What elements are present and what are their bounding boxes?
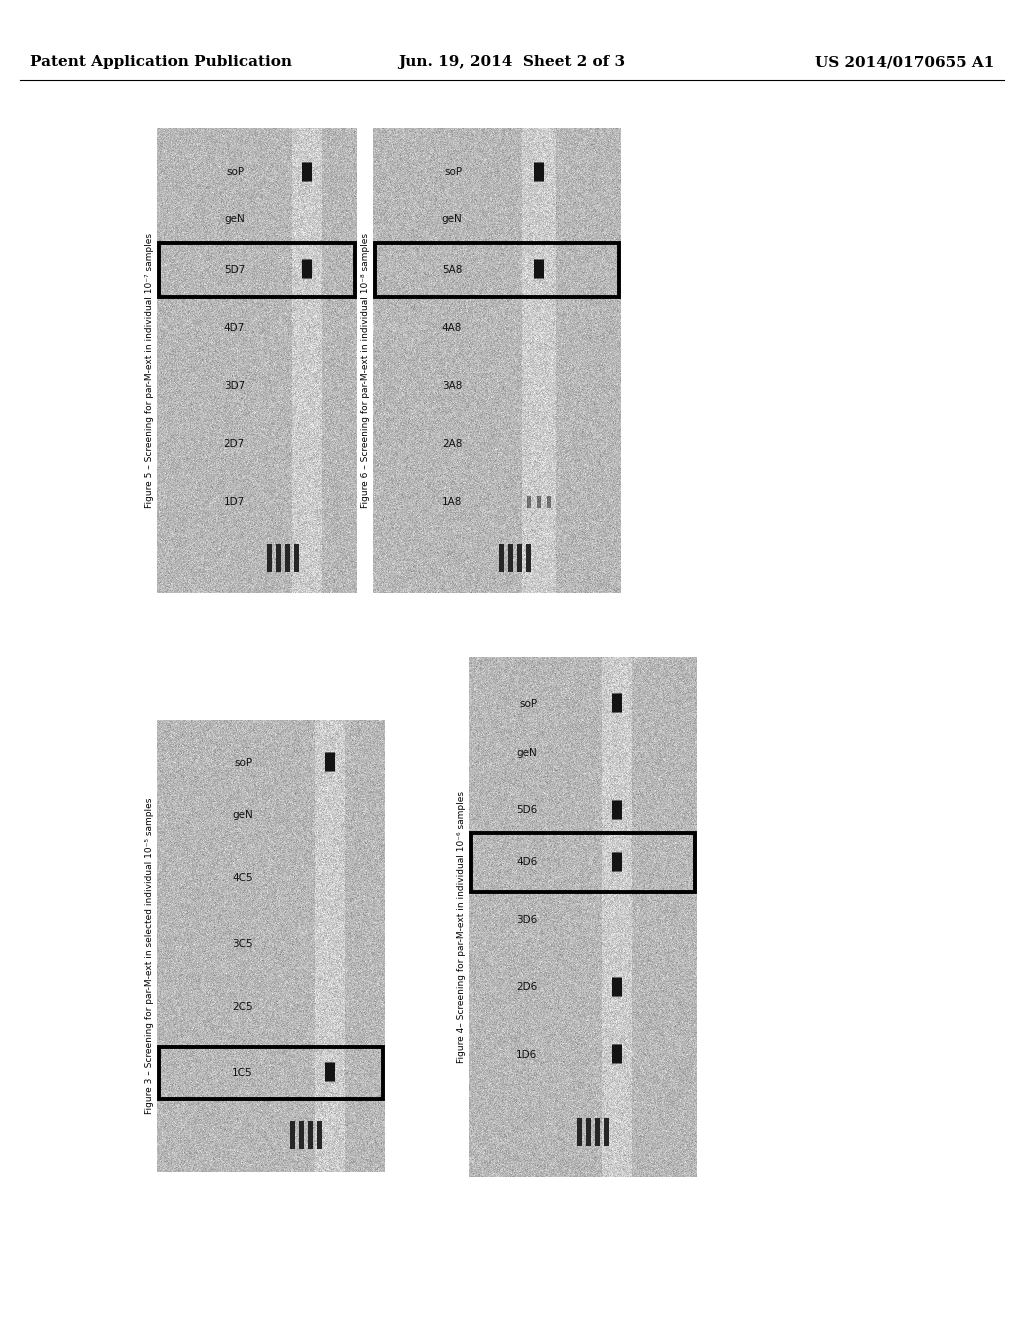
Text: 2C5: 2C5 xyxy=(232,1002,253,1012)
Text: 2A8: 2A8 xyxy=(442,440,462,449)
Text: 5D7: 5D7 xyxy=(224,265,245,275)
Text: 5A8: 5A8 xyxy=(442,265,462,275)
Bar xyxy=(471,833,695,892)
Text: 5D6: 5D6 xyxy=(516,805,538,816)
Text: 4A8: 4A8 xyxy=(442,323,462,333)
Text: 1D6: 1D6 xyxy=(516,1049,538,1060)
Text: 3D7: 3D7 xyxy=(224,381,245,391)
Bar xyxy=(375,243,618,297)
Text: soP: soP xyxy=(444,168,462,177)
Text: 3D6: 3D6 xyxy=(516,915,538,924)
Text: Figure 6 – Screening for par-M-ext in individual 10⁻⁸ samples: Figure 6 – Screening for par-M-ext in in… xyxy=(360,232,370,507)
Text: 4C5: 4C5 xyxy=(232,874,253,883)
Text: Jun. 19, 2014  Sheet 2 of 3: Jun. 19, 2014 Sheet 2 of 3 xyxy=(398,55,626,69)
Bar xyxy=(159,1047,383,1098)
Text: 2D7: 2D7 xyxy=(224,440,245,449)
Text: Figure 5 – Screening for par-M-ext in individual 10⁻⁷ samples: Figure 5 – Screening for par-M-ext in in… xyxy=(145,232,155,507)
Text: geN: geN xyxy=(232,810,253,820)
Text: 3A8: 3A8 xyxy=(442,381,462,391)
Text: soP: soP xyxy=(227,168,245,177)
Text: soP: soP xyxy=(519,698,538,709)
Text: geN: geN xyxy=(224,214,245,223)
Text: 3C5: 3C5 xyxy=(232,939,253,949)
Text: Figure 3 – Screening for par-M-ext in selected individual 10⁻⁵ samples: Figure 3 – Screening for par-M-ext in se… xyxy=(145,797,155,1114)
Text: Patent Application Publication: Patent Application Publication xyxy=(30,55,292,69)
Text: US 2014/0170655 A1: US 2014/0170655 A1 xyxy=(815,55,994,69)
Text: 1D7: 1D7 xyxy=(224,498,245,507)
Text: 4D6: 4D6 xyxy=(516,858,538,867)
Text: Figure 4– Screening for par-M-ext in individual 10⁻⁶ samples: Figure 4– Screening for par-M-ext in ind… xyxy=(458,791,467,1063)
Text: geN: geN xyxy=(517,748,538,758)
Bar xyxy=(159,243,355,297)
Text: soP: soP xyxy=(234,758,253,768)
Text: 1C5: 1C5 xyxy=(232,1068,253,1077)
Text: geN: geN xyxy=(441,214,462,223)
Text: 1A8: 1A8 xyxy=(442,498,462,507)
Text: 4D7: 4D7 xyxy=(224,323,245,333)
Text: 2D6: 2D6 xyxy=(516,982,538,993)
